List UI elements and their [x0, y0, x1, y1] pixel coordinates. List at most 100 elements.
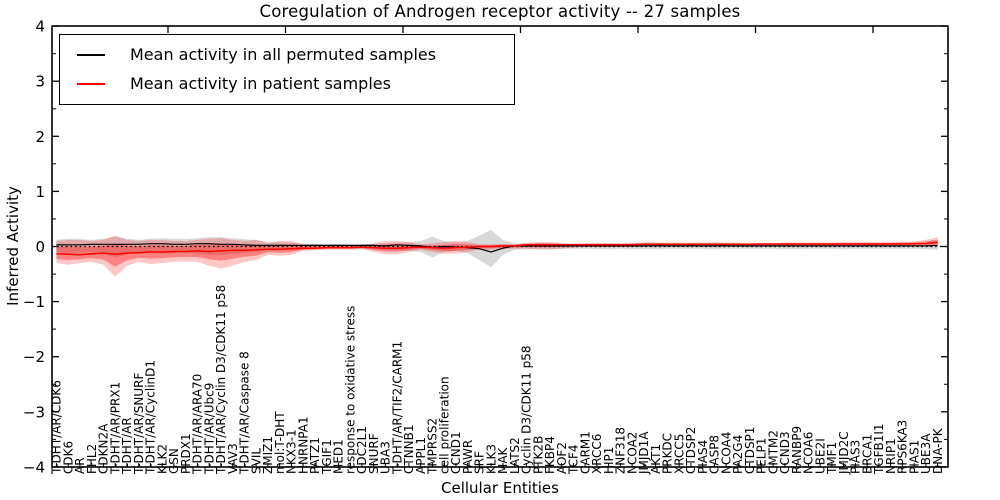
x-category-label: BRCA1 — [860, 434, 874, 474]
x-category-label: T-DHT/AR/ARA70 — [191, 374, 205, 475]
x-category-label: DNA-PK — [931, 427, 945, 474]
y-tick-label: 1 — [35, 183, 45, 201]
x-category-label: T-DHT/AR/Cyclin D3/CDK11 p58 — [214, 285, 228, 475]
x-category-label: PIAS4 — [696, 440, 710, 474]
x-category-label: PAWR — [461, 440, 475, 474]
x-category-label: PA2G4 — [731, 435, 745, 474]
legend-label-permuted: Mean activity in all permuted samples — [130, 44, 437, 64]
x-category-label: GSN — [167, 448, 181, 474]
x-category-label: PIAS1 — [907, 440, 921, 474]
x-axis-title: Cellular Entities — [441, 479, 559, 497]
x-category-label: T-DHT/AR/Ubc9 — [202, 383, 216, 475]
x-category-label: MAK — [496, 446, 510, 474]
x-category-label: AR — [73, 457, 87, 474]
x-category-label: T-DHT/AR — [120, 417, 134, 475]
x-category-label: PTK2B — [531, 436, 545, 474]
x-category-label: CTNNB1 — [402, 424, 416, 474]
patient-mean-line — [56, 241, 938, 256]
patient-samples-band-inner — [56, 239, 938, 267]
x-category-label: XRCC6 — [590, 434, 604, 474]
legend-item-permuted: Mean activity in all permuted samples — [60, 40, 514, 69]
x-category-label: CARM1 — [578, 431, 592, 474]
x-category-label: TGIF1 — [320, 439, 334, 475]
x-category-label: TMF1 — [825, 442, 839, 475]
x-category-label: AKT1 — [649, 444, 663, 474]
x-category-label: PRDX1 — [179, 433, 193, 474]
x-category-label: PIAS3 — [849, 440, 863, 474]
chart-title: Coregulation of Androgen receptor activi… — [259, 2, 741, 21]
x-category-label: CMTM2 — [766, 430, 780, 474]
x-category-label: TGFB1I1 — [872, 423, 886, 475]
x-category-label: UBA3 — [379, 441, 393, 474]
x-category-label: PRKDC — [661, 433, 675, 474]
x-category-label: CDK6 — [61, 441, 75, 474]
x-category-label: T-DHT/AR/Caspase 8 — [238, 351, 252, 475]
permuted-mean-line — [56, 243, 938, 253]
legend-line-patient-icon — [77, 82, 105, 85]
x-category-label: NCOA4 — [719, 432, 733, 474]
x-category-label: KLK2 — [155, 444, 169, 474]
x-category-label: SRF — [473, 451, 487, 474]
x-category-label: CCND3 — [778, 431, 792, 474]
x-category-label: CASP8 — [708, 435, 722, 474]
y-tick-label: 2 — [35, 128, 45, 146]
x-category-label: XRCC5 — [672, 434, 686, 474]
legend-line-permuted-icon — [77, 53, 105, 56]
x-category-label: FHL2 — [85, 444, 99, 474]
x-category-label: HIP1 — [602, 447, 616, 474]
x-category-label: NKX3-1 — [285, 429, 299, 474]
x-category-label: T-DHT/AR/SNURF — [132, 373, 146, 476]
x-category-label: CCND1 — [449, 431, 463, 474]
y-tick-label: 3 — [35, 73, 45, 91]
x-category-label: SNURF — [367, 433, 381, 474]
x-category-label: JMJD2C — [837, 431, 851, 475]
permuted-samples-band — [56, 230, 938, 268]
x-category-label: UBE2I — [813, 438, 827, 474]
legend: Mean activity in all permuted samples Me… — [59, 34, 515, 105]
x-category-label: APPL1 — [414, 437, 428, 474]
x-category-label: TCF4 — [567, 444, 581, 475]
x-category-label: NRIP1 — [884, 438, 898, 474]
x-category-label: NCOA6 — [802, 432, 816, 474]
y-axis-title: Inferred Activity — [4, 186, 22, 306]
y-tick-label: −4 — [23, 458, 45, 476]
x-category-label: cell proliferation — [437, 376, 451, 474]
y-tick-label: 4 — [35, 18, 45, 36]
x-category-label: T-DHT/AR/CDK6 — [50, 380, 64, 475]
x-category-label: CDC2L1 — [355, 426, 369, 474]
x-category-label: T-DHT/AR/TIF2/CARM1 — [390, 341, 404, 475]
y-tick-label: −2 — [23, 348, 45, 366]
y-tick-label: −3 — [23, 403, 45, 421]
x-category-label: KLK3 — [484, 444, 498, 474]
x-category-label: HNRNPA1 — [296, 416, 310, 474]
x-category-label: LATS2 — [508, 437, 522, 474]
x-category-label: SVIL — [249, 448, 263, 474]
x-category-label: MED1 — [332, 439, 346, 474]
x-category-label: ZNF318 — [614, 427, 628, 474]
x-category-label: T-DHT/AR/PRX1 — [108, 382, 122, 475]
legend-item-patient: Mean activity in patient samples — [60, 69, 514, 98]
x-category-label: CTDSP2 — [684, 427, 698, 474]
x-category-label: UBE3A — [919, 433, 933, 474]
x-category-label: ZMIZ1 — [261, 436, 275, 474]
x-category-label: T-DHT/AR/CyclinD1 — [144, 360, 158, 475]
x-category-label: mol:T-DHT — [273, 411, 287, 474]
legend-label-patient: Mean activity in patient samples — [130, 73, 391, 93]
x-category-label: PELP1 — [755, 438, 769, 474]
x-category-label: RANBP9 — [790, 426, 804, 474]
x-category-label: AOF2 — [555, 442, 569, 474]
x-category-label: VAV3 — [226, 443, 240, 474]
x-category-label: PATZ1 — [308, 437, 322, 474]
x-category-label: JMJD1A — [637, 431, 651, 475]
x-category-label: TMPRSS2 — [426, 418, 440, 475]
x-category-label: NCOA2 — [625, 432, 639, 474]
x-category-label: CDKN2A — [97, 423, 111, 474]
x-category-label: response to oxidative stress — [343, 306, 357, 474]
y-tick-label: 0 — [35, 238, 45, 256]
x-category-label: RPS6KA3 — [896, 420, 910, 474]
x-category-label: CTDSP1 — [743, 427, 757, 474]
x-category-label: Cyclin D3/CDK11 p58 — [520, 345, 534, 474]
y-tick-label: −1 — [23, 293, 45, 311]
